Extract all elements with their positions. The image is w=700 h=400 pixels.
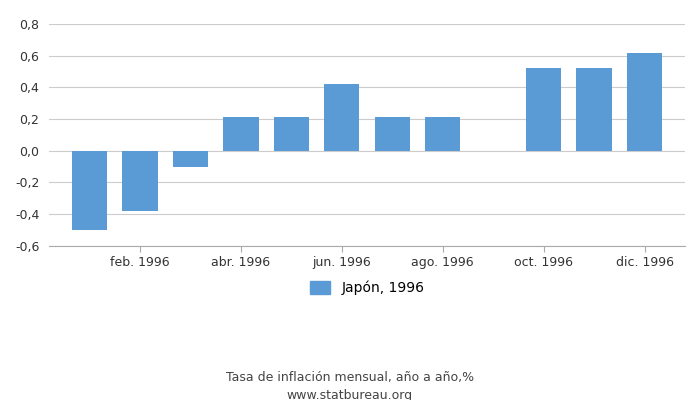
Legend: Japón, 1996: Japón, 1996: [304, 275, 430, 301]
Bar: [173, 151, 208, 166]
Bar: [526, 68, 561, 151]
Bar: [374, 118, 410, 151]
Text: www.statbureau.org: www.statbureau.org: [287, 390, 413, 400]
Bar: [72, 151, 107, 230]
Bar: [577, 68, 612, 151]
Text: Tasa de inflación mensual, año a año,%: Tasa de inflación mensual, año a año,%: [226, 372, 474, 384]
Bar: [122, 151, 158, 211]
Bar: [627, 52, 662, 151]
Bar: [223, 118, 258, 151]
Bar: [324, 84, 360, 151]
Bar: [425, 118, 461, 151]
Bar: [274, 118, 309, 151]
